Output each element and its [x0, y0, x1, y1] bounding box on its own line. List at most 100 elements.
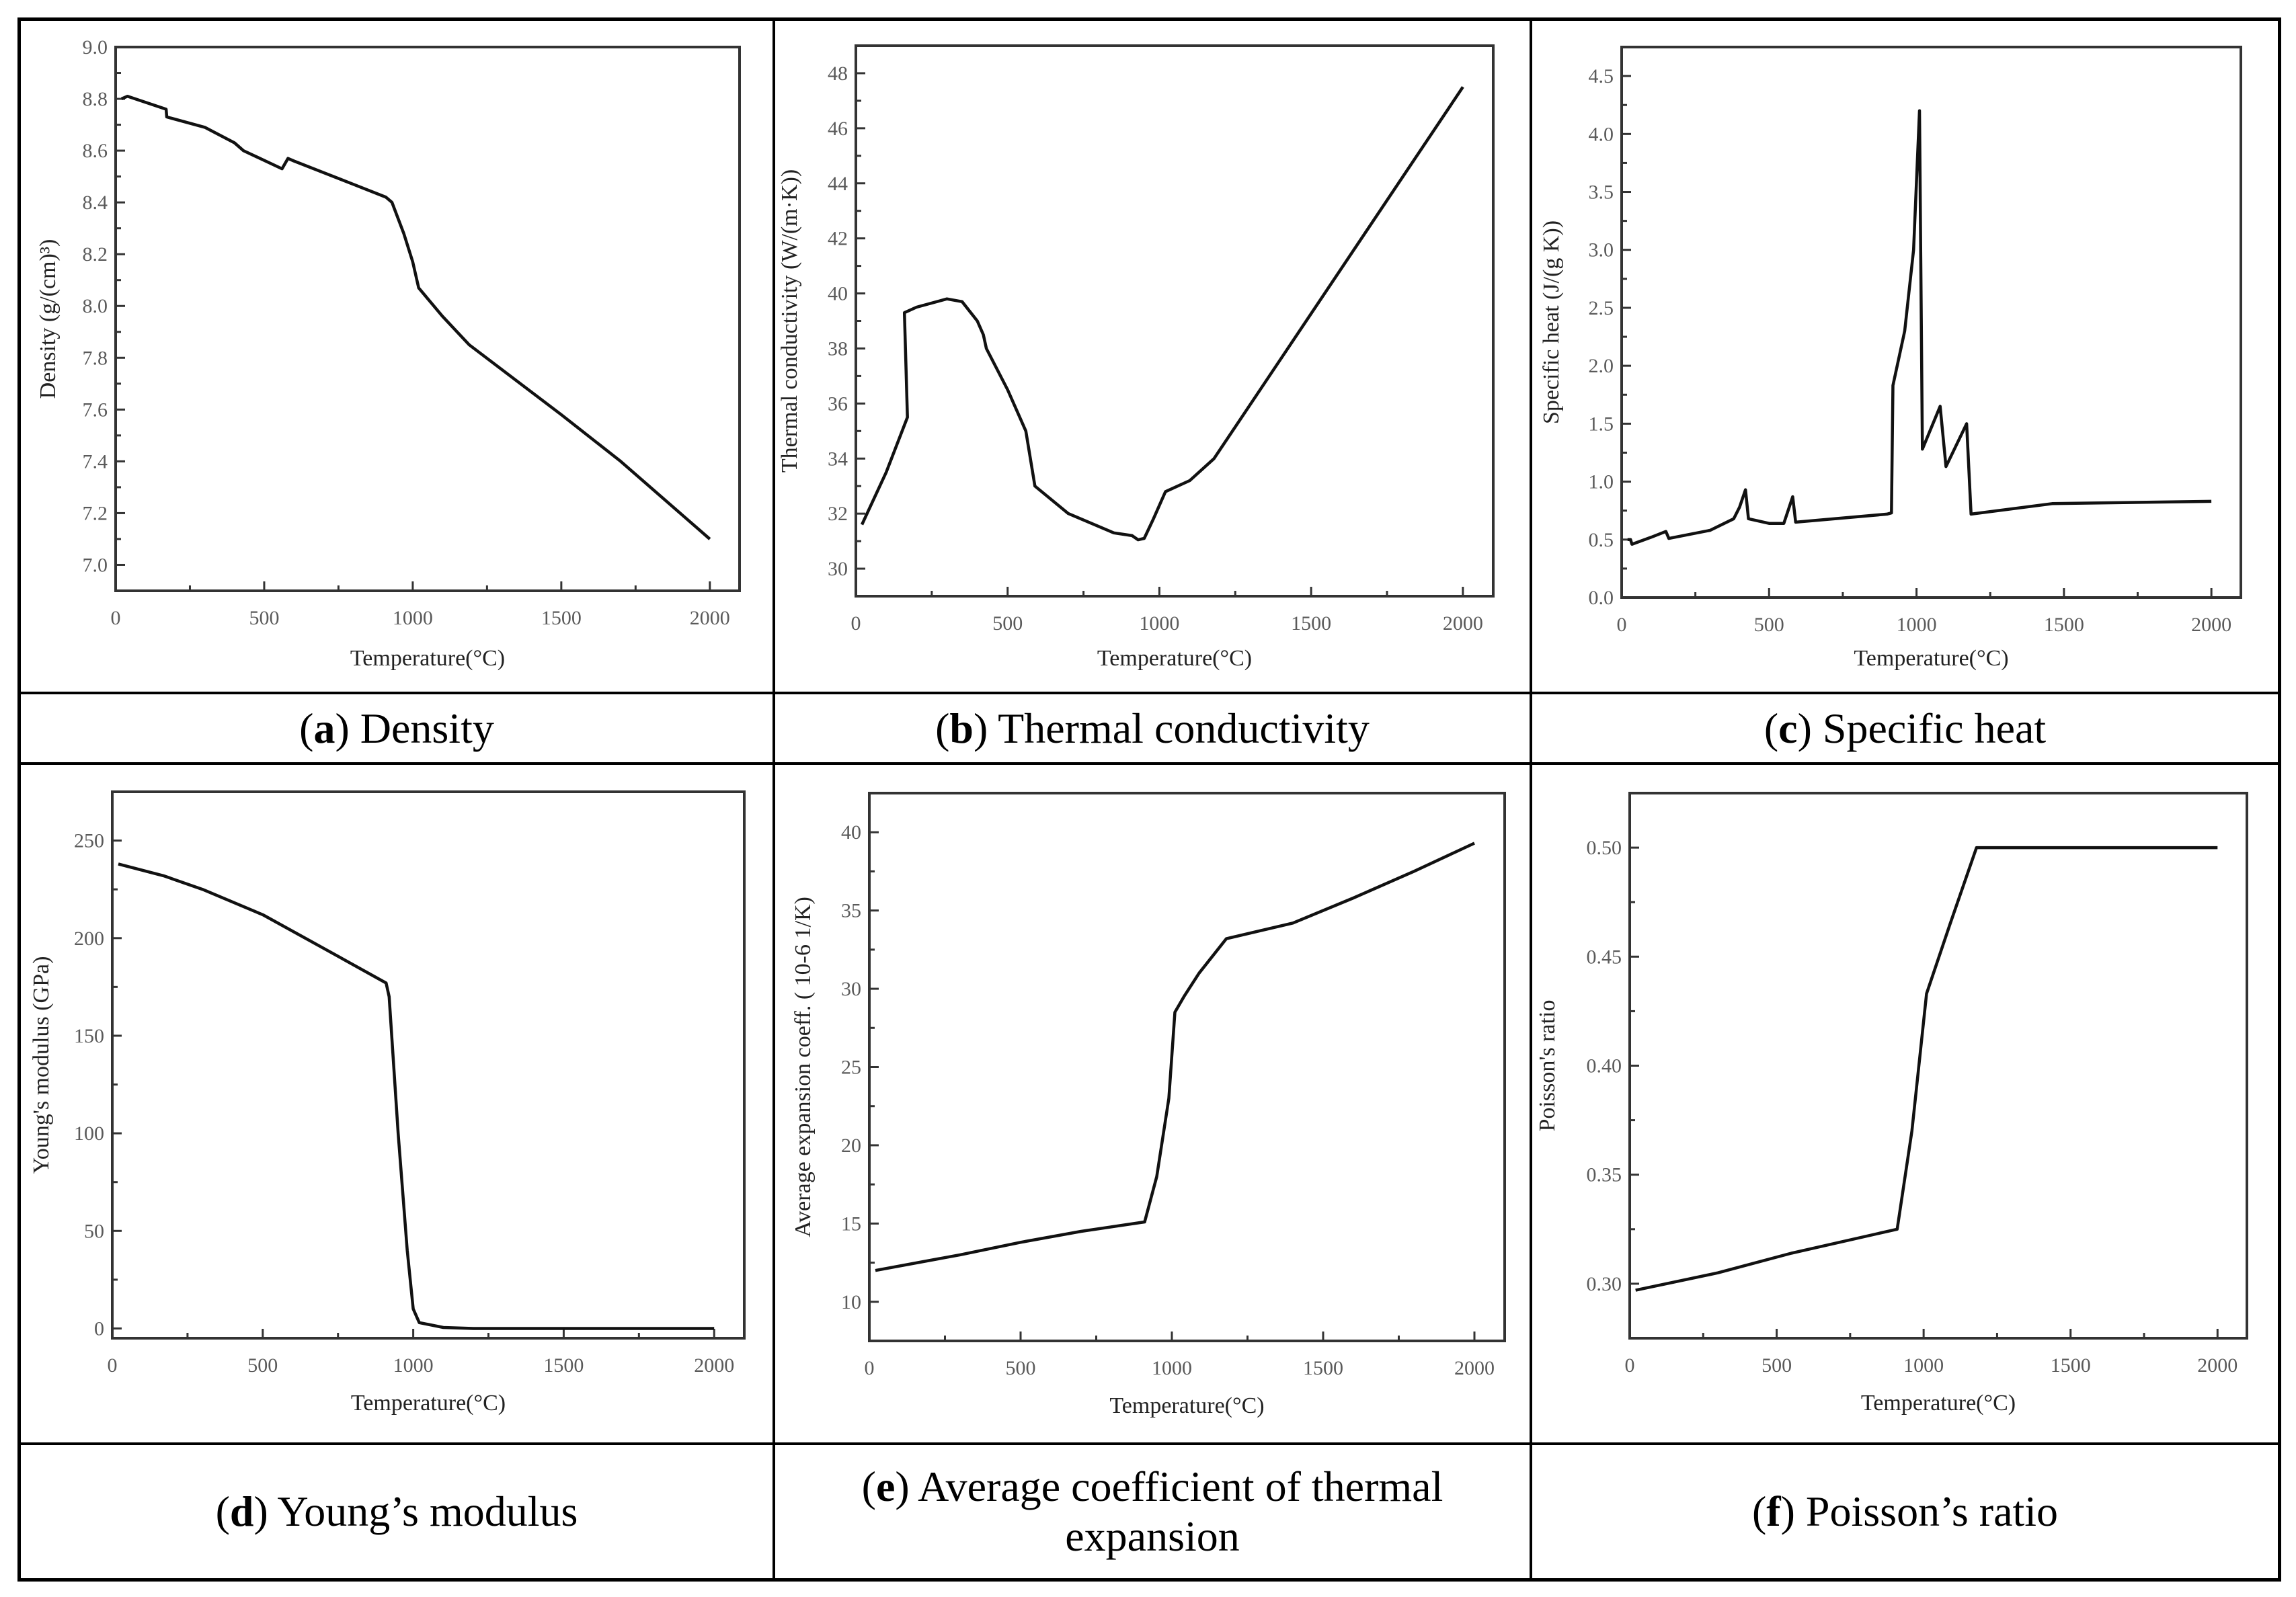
x-tick-label: 500	[249, 607, 279, 629]
x-tick-label: 1000	[1897, 614, 1937, 636]
y-tick-label: 32	[828, 503, 848, 525]
figure-table	[17, 17, 2281, 1582]
x-axis-label: Temperature(°C)	[1109, 1393, 1264, 1418]
x-tick-label: 1000	[393, 1354, 434, 1377]
y-tick-label: 20	[841, 1135, 861, 1157]
y-tick-label: 0.45	[1587, 946, 1622, 968]
y-tick-label: 8.8	[83, 88, 108, 110]
y-axis-label: Average expansion coeff. ( 10-6 1/K)	[791, 897, 816, 1237]
y-tick-label: 42	[828, 228, 848, 250]
caption-text: Density	[360, 704, 494, 752]
y-tick-label: 3.5	[1589, 181, 1614, 204]
y-tick-label: 200	[74, 928, 104, 950]
column-divider	[1530, 17, 1532, 1582]
caption-letter: c	[1778, 704, 1798, 752]
caption-letter: b	[949, 704, 974, 752]
y-tick-label: 3.0	[1589, 239, 1614, 261]
y-tick-label: 0.50	[1587, 837, 1622, 859]
y-tick-label: 25	[841, 1057, 861, 1079]
x-tick-label: 1500	[2051, 1354, 2091, 1377]
x-tick-label: 1500	[541, 607, 582, 629]
y-tick-label: 7.4	[83, 450, 108, 473]
chart-d: 0 500 1000 1500 2000 0 50 100 150 200 250 Temperatu…	[29, 790, 746, 1416]
y-tick-label: 250	[74, 830, 104, 852]
x-tick-label: 0	[1625, 1354, 1635, 1377]
y-tick-label: 30	[828, 558, 848, 580]
x-tick-label: 1000	[393, 607, 433, 629]
y-axis-label: Thermal conductivity (W/(m·K))	[777, 169, 802, 473]
caption-text: Young’s modulus	[277, 1487, 578, 1536]
x-tick-label: 500	[992, 612, 1023, 634]
caption-letter: e	[875, 1463, 896, 1511]
x-tick-label: 1000	[1139, 612, 1179, 634]
y-tick-label: 44	[828, 173, 848, 195]
y-tick-label: 50	[84, 1220, 104, 1242]
y-tick-label: 2.0	[1589, 355, 1614, 377]
y-tick-label: 1.5	[1589, 413, 1614, 435]
chart-f: 0 500 1000 1500 2000 0.30 0.35 0.40 0.45 0.50 Temp…	[1535, 792, 2248, 1416]
x-tick-label: 2000	[690, 607, 730, 629]
caption-letter: d	[229, 1487, 254, 1536]
x-tick-label: 1500	[2044, 614, 2084, 636]
y-tick-label: 0.35	[1587, 1164, 1622, 1186]
data-line	[120, 94, 711, 540]
data-line	[1635, 846, 2218, 1292]
x-tick-label: 500	[247, 1354, 278, 1377]
x-axis-label: Temperature(°C)	[1097, 646, 1252, 671]
x-axis-label: Temperature(°C)	[1861, 1391, 2016, 1416]
y-tick-label: 36	[828, 393, 848, 415]
caption-d: d Young’s modulus	[21, 1445, 773, 1578]
column-divider	[773, 17, 775, 1582]
row-divider	[17, 692, 2281, 694]
chart-b: 0 500 1000 1500 2000 30 32 34 36 38 40 42 44 46 48 Temp…	[777, 44, 1495, 671]
y-tick-label: 35	[841, 900, 861, 922]
caption-letter: a	[313, 704, 335, 752]
x-tick-label: 0	[1617, 614, 1627, 636]
x-axis-label: Temperature(°C)	[1854, 646, 2008, 671]
y-tick-label: 4.0	[1589, 123, 1614, 145]
y-tick-label: 10	[841, 1291, 861, 1313]
y-tick-label: 7.6	[83, 399, 108, 421]
x-tick-label: 1500	[1291, 612, 1331, 634]
x-tick-label: 0	[108, 1354, 118, 1377]
x-tick-label: 1500	[1303, 1357, 1343, 1379]
y-tick-label: 15	[841, 1213, 861, 1235]
caption-letter: f	[1766, 1487, 1781, 1536]
data-line	[118, 862, 715, 1330]
row-divider	[17, 762, 2281, 765]
x-tick-label: 2000	[2197, 1354, 2238, 1377]
y-tick-label: 4.5	[1589, 65, 1614, 87]
caption-text: Average coefficient of thermal expansion	[918, 1463, 1443, 1560]
x-tick-label: 1000	[1903, 1354, 1944, 1377]
x-tick-label: 2000	[2191, 614, 2231, 636]
x-tick-label: 0	[851, 612, 861, 634]
y-tick-label: 100	[74, 1122, 104, 1145]
data-line	[875, 842, 1475, 1272]
caption-c: c Specific heat	[1532, 694, 2278, 762]
caption-text: Thermal conductivity	[998, 704, 1370, 752]
chart-c: 0 500 1000 1500 2000 0.0 0.5 1.0 1.5 2.0 2.5 3.0 3.5…	[1539, 46, 2242, 671]
y-tick-label: 8.0	[83, 295, 108, 317]
y-tick-label: 34	[828, 448, 848, 470]
y-tick-label: 8.2	[83, 243, 108, 265]
x-axis-label: Temperature(°C)	[351, 1391, 506, 1416]
plot-frame	[1620, 46, 2242, 599]
y-tick-label: 7.0	[83, 554, 108, 576]
x-axis-label: Temperature(°C)	[350, 646, 505, 671]
y-axis-label: Young's modulus (GPa)	[29, 956, 54, 1174]
caption-f: f Poisson’s ratio	[1532, 1445, 2278, 1578]
y-tick-label: 48	[828, 63, 848, 85]
plot-frame	[855, 44, 1495, 598]
x-tick-label: 500	[1006, 1357, 1036, 1379]
x-tick-label: 500	[1761, 1354, 1792, 1377]
chart-a: 0 500 1000 1500 2000 7.0 7.2 7.4 7.6 7.8 8.0 8.2 8.4…	[36, 36, 741, 671]
y-tick-label: 2.5	[1589, 297, 1614, 319]
plot-frame	[111, 790, 746, 1340]
caption-text: Specific heat	[1822, 704, 2047, 752]
plot-frame	[114, 46, 741, 592]
x-tick-label: 0	[865, 1357, 875, 1379]
x-tick-label: 2000	[1443, 612, 1483, 634]
chart-e: 0 500 1000 1500 2000 10 15 20 25 30 35 40 Temperatur…	[791, 792, 1506, 1418]
y-tick-label: 1.0	[1589, 471, 1614, 493]
